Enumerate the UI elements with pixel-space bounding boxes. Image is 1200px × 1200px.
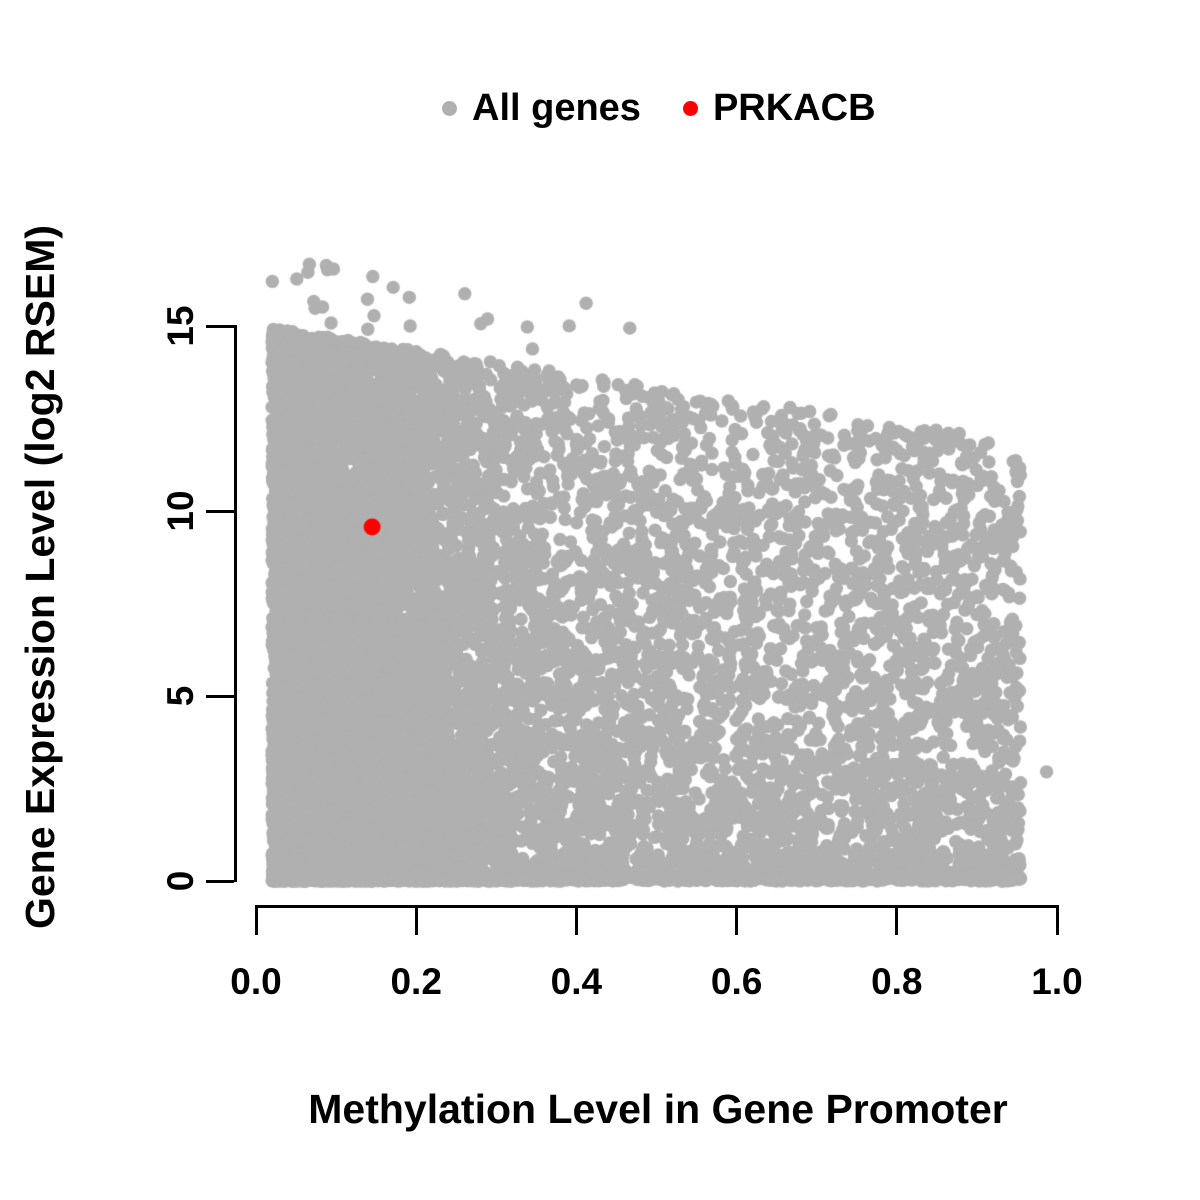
x-tick-mark	[735, 908, 739, 935]
x-tick-mark	[254, 908, 258, 935]
prkacb-marker-icon	[682, 100, 698, 116]
y-tick-mark	[206, 509, 234, 513]
x-tick-mark	[1055, 908, 1059, 935]
chart-legend: All genes PRKACB	[442, 86, 876, 130]
y-tick-label: 15	[160, 305, 201, 347]
x-tick-mark	[574, 908, 578, 935]
x-tick-label: 0.0	[230, 961, 282, 1002]
y-tick-label: 0	[160, 870, 201, 892]
legend-label-prkacb: PRKACB	[712, 87, 876, 129]
y-tick-mark	[206, 324, 234, 328]
y-tick-label: 5	[160, 685, 201, 707]
x-tick-label: 0.2	[390, 961, 442, 1002]
x-tick-mark	[895, 908, 899, 935]
y-tick-mark	[206, 694, 234, 698]
legend-item-all-genes: All genes	[442, 86, 641, 130]
y-tick-mark	[206, 879, 234, 883]
y-tick-label: 10	[160, 490, 201, 532]
y-axis-title: Gene Expression Level (log2 RSEM)	[17, 224, 63, 930]
x-tick-label: 1.0	[1031, 961, 1083, 1002]
x-tick-label: 0.6	[710, 961, 763, 1002]
x-tick-label: 0.8	[871, 961, 923, 1002]
x-axis-line	[255, 905, 1059, 908]
x-tick-label: 0.4	[550, 961, 603, 1002]
all-genes-marker-icon	[442, 100, 457, 116]
y-axis-line	[234, 325, 237, 882]
legend-item-prkacb: PRKACB	[682, 86, 876, 130]
x-axis-title: Methylation Level in Gene Promoter	[308, 1086, 1008, 1132]
x-tick-mark	[414, 908, 418, 935]
legend-label-all-genes: All genes	[472, 87, 641, 129]
